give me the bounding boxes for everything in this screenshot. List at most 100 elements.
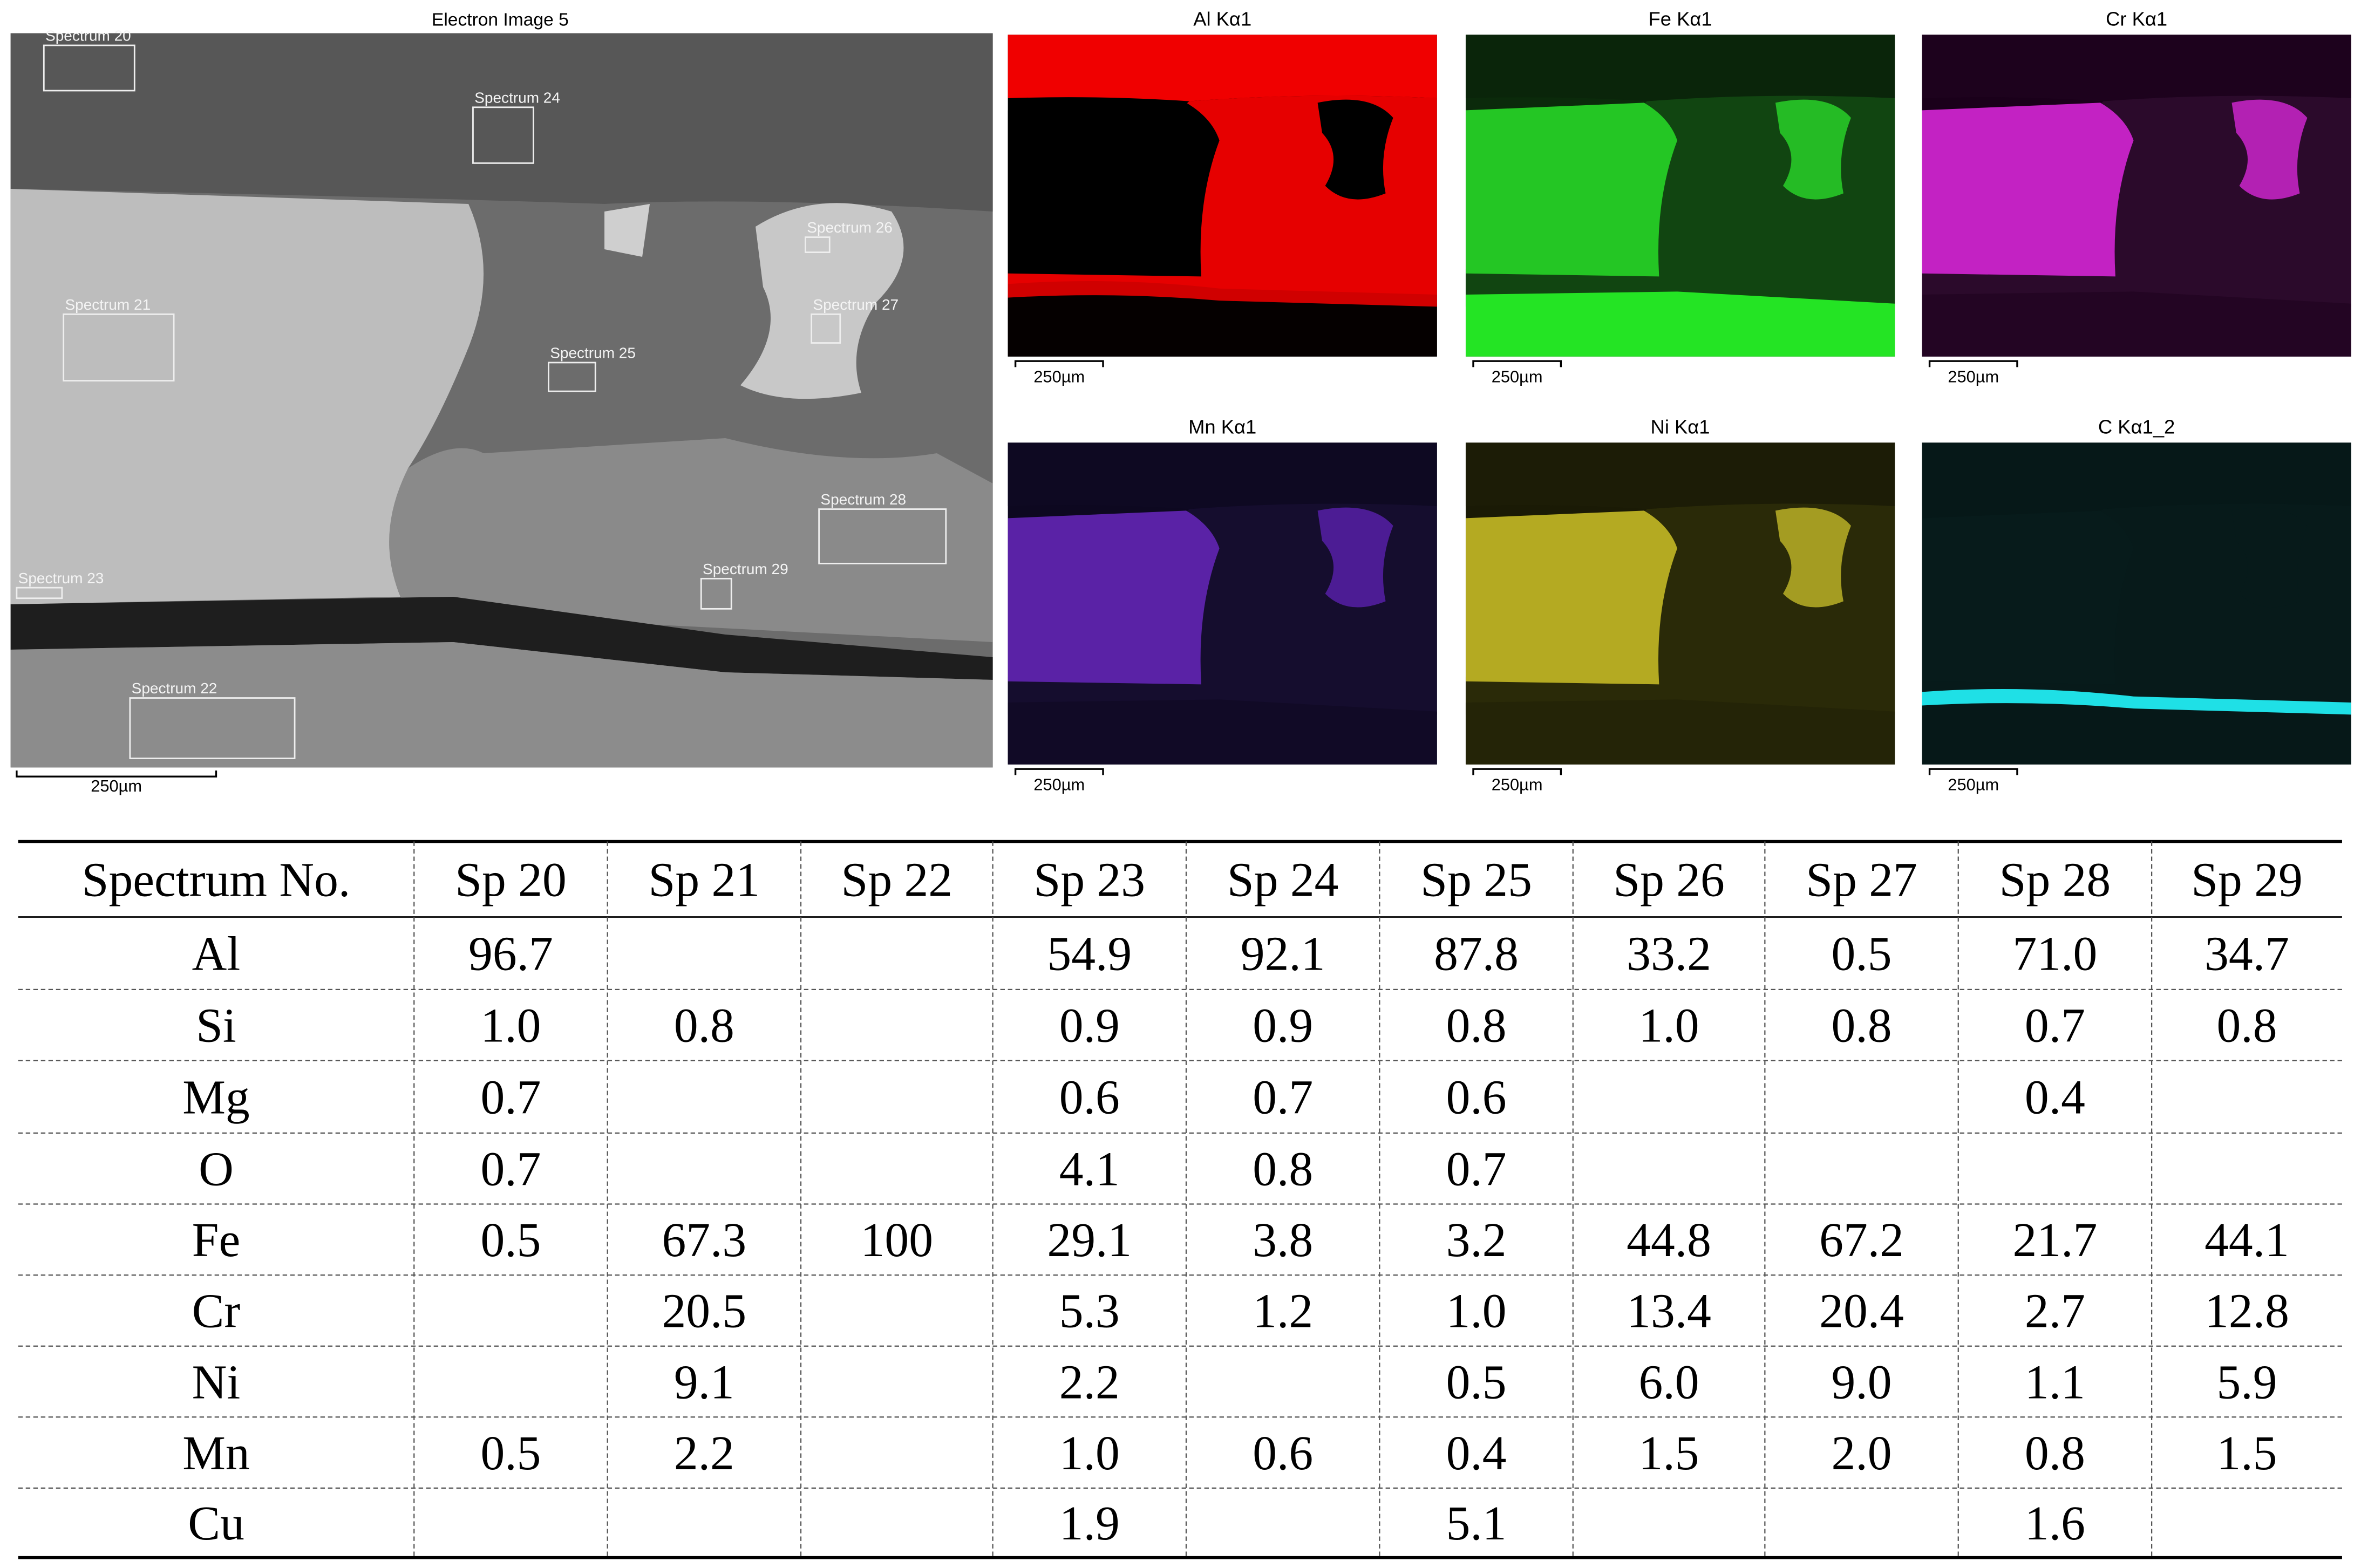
table-cell: 96.7 — [468, 928, 553, 981]
table-cell: 0.7 — [2025, 999, 2085, 1053]
map-region — [1317, 507, 1393, 608]
scale-bar-label: 250µm — [1033, 775, 1085, 794]
table-cell: 0.8 — [674, 999, 734, 1053]
table-cell: 87.8 — [1434, 928, 1519, 981]
table-cell: 92.1 — [1241, 928, 1325, 981]
table-cell: 0.6 — [1446, 1071, 1507, 1124]
map-title: Cr Kα1 — [2106, 8, 2167, 30]
table-cell: 1.0 — [1639, 999, 1699, 1053]
table-cell: 1.9 — [1059, 1497, 1120, 1550]
map-title: Fe Kα1 — [1649, 8, 1712, 30]
composition-table: Spectrum No. Sp 20 Sp 21 Sp 22 Sp 23 Sp 24 Sp … — [18, 840, 2342, 1559]
map-region — [1317, 99, 1393, 200]
spectrum-box — [548, 362, 596, 392]
spectrum-box — [818, 508, 947, 564]
map-region — [1465, 35, 1895, 101]
table-cell: 0.4 — [1446, 1427, 1507, 1480]
table-cell: 6.0 — [1639, 1355, 1699, 1409]
table-cell: 1.1 — [2025, 1355, 2085, 1409]
row-label: Cr — [192, 1285, 241, 1338]
map-region — [1008, 442, 1437, 509]
table-cell: 44.8 — [1627, 1214, 1711, 1267]
table-cell: 67.2 — [1819, 1214, 1904, 1267]
table-cell: 1.5 — [2217, 1427, 2277, 1480]
electron-image: Spectrum 20 Spectrum 24 Spectrum 26 Spectru… — [10, 10, 993, 795]
table-cell: 5.3 — [1059, 1285, 1120, 1338]
table-cell: 3.2 — [1446, 1214, 1507, 1267]
scale-bar-label: 250µm — [1948, 367, 1999, 386]
scale-bar — [1928, 360, 2018, 367]
scale-bar — [1928, 768, 2018, 775]
map-region — [2231, 99, 2308, 200]
table-cell: 4.1 — [1059, 1143, 1120, 1196]
table-cell: 44.1 — [2204, 1214, 2289, 1267]
spectrum-box — [472, 106, 534, 164]
table-cell: 1.0 — [480, 999, 541, 1053]
element-map — [1465, 35, 1895, 357]
map-region — [1775, 99, 1851, 200]
table-cell: 0.5 — [480, 1214, 541, 1267]
table-cell: 0.5 — [1832, 928, 1892, 981]
table-header: Sp 22 — [841, 853, 953, 906]
table-cell: 12.8 — [2204, 1285, 2289, 1338]
spectrum-label: Spectrum 21 — [65, 296, 151, 313]
scale-bar — [1014, 768, 1104, 775]
table-cell: 67.3 — [662, 1214, 746, 1267]
scale-bar-label: 250µm — [1033, 367, 1085, 386]
table-header: Sp 25 — [1420, 853, 1532, 906]
table-cell: 0.7 — [1253, 1071, 1313, 1124]
map-region — [1922, 291, 2351, 357]
row-label: Si — [196, 999, 236, 1053]
spectrum-boxes: Spectrum 20 Spectrum 24 Spectrum 26 Spectru… — [16, 28, 947, 759]
table-cell: 3.8 — [1253, 1214, 1313, 1267]
spectrum-label: Spectrum 28 — [820, 491, 906, 508]
table-header: Sp 23 — [1034, 853, 1146, 906]
intermetallic-region — [389, 438, 993, 642]
table-cell: 5.1 — [1446, 1497, 1507, 1550]
table-cell: 2.0 — [1832, 1427, 1892, 1480]
spectrum-box — [700, 577, 732, 610]
table-cell: 2.2 — [674, 1427, 734, 1480]
table-cell: 1.0 — [1446, 1285, 1507, 1338]
element-maps: Al Kα1 250µm Fe Kα1 250µm Cr Kα1 250µm Mn Kα1 2… — [1008, 8, 2351, 794]
table-cell: 71.0 — [2013, 928, 2098, 981]
table-cell: 20.4 — [1819, 1285, 1904, 1338]
map-region — [1008, 291, 1437, 357]
table-cell: 0.7 — [480, 1143, 541, 1196]
table-cell: 0.9 — [1059, 999, 1120, 1053]
row-label: Mn — [182, 1427, 249, 1480]
element-map — [1008, 442, 1437, 765]
spectrum-label: Spectrum 29 — [703, 561, 788, 577]
table-cell: 20.5 — [662, 1285, 746, 1338]
scale-bar — [16, 770, 217, 778]
table-cell: 9.1 — [674, 1355, 734, 1409]
crack-band — [10, 596, 993, 680]
spectrum-label: Spectrum 24 — [474, 89, 560, 106]
map-region — [1008, 510, 1220, 685]
map-region — [1775, 507, 1851, 608]
row-label: Al — [192, 928, 241, 981]
table-cell: 0.7 — [480, 1071, 541, 1124]
table-cell: 1.5 — [1639, 1427, 1699, 1480]
steel-region — [10, 188, 484, 604]
substrate-region — [10, 642, 993, 768]
element-map — [1008, 35, 1437, 357]
table-cell: 21.7 — [2013, 1214, 2098, 1267]
table-cell: 5.9 — [2217, 1355, 2277, 1409]
spectrum-label: Spectrum 27 — [813, 296, 899, 313]
table-header: Sp 28 — [1999, 853, 2111, 906]
map-region — [1922, 510, 2134, 685]
table-cell: 0.6 — [1253, 1427, 1313, 1480]
table-cell: 0.8 — [1446, 999, 1507, 1053]
table-cell: 0.8 — [2217, 999, 2277, 1053]
map-region — [1465, 699, 1895, 765]
spectrum-label: Spectrum 22 — [132, 680, 217, 697]
table-header: Sp 20 — [455, 853, 567, 906]
map-region — [1922, 35, 2351, 101]
table-cell: 2.2 — [1059, 1355, 1120, 1409]
scale-bar-label: 250µm — [1492, 775, 1543, 794]
map-region — [1465, 442, 1895, 509]
map-title: C Kα1_2 — [2098, 416, 2175, 438]
map-region — [1465, 291, 1895, 357]
